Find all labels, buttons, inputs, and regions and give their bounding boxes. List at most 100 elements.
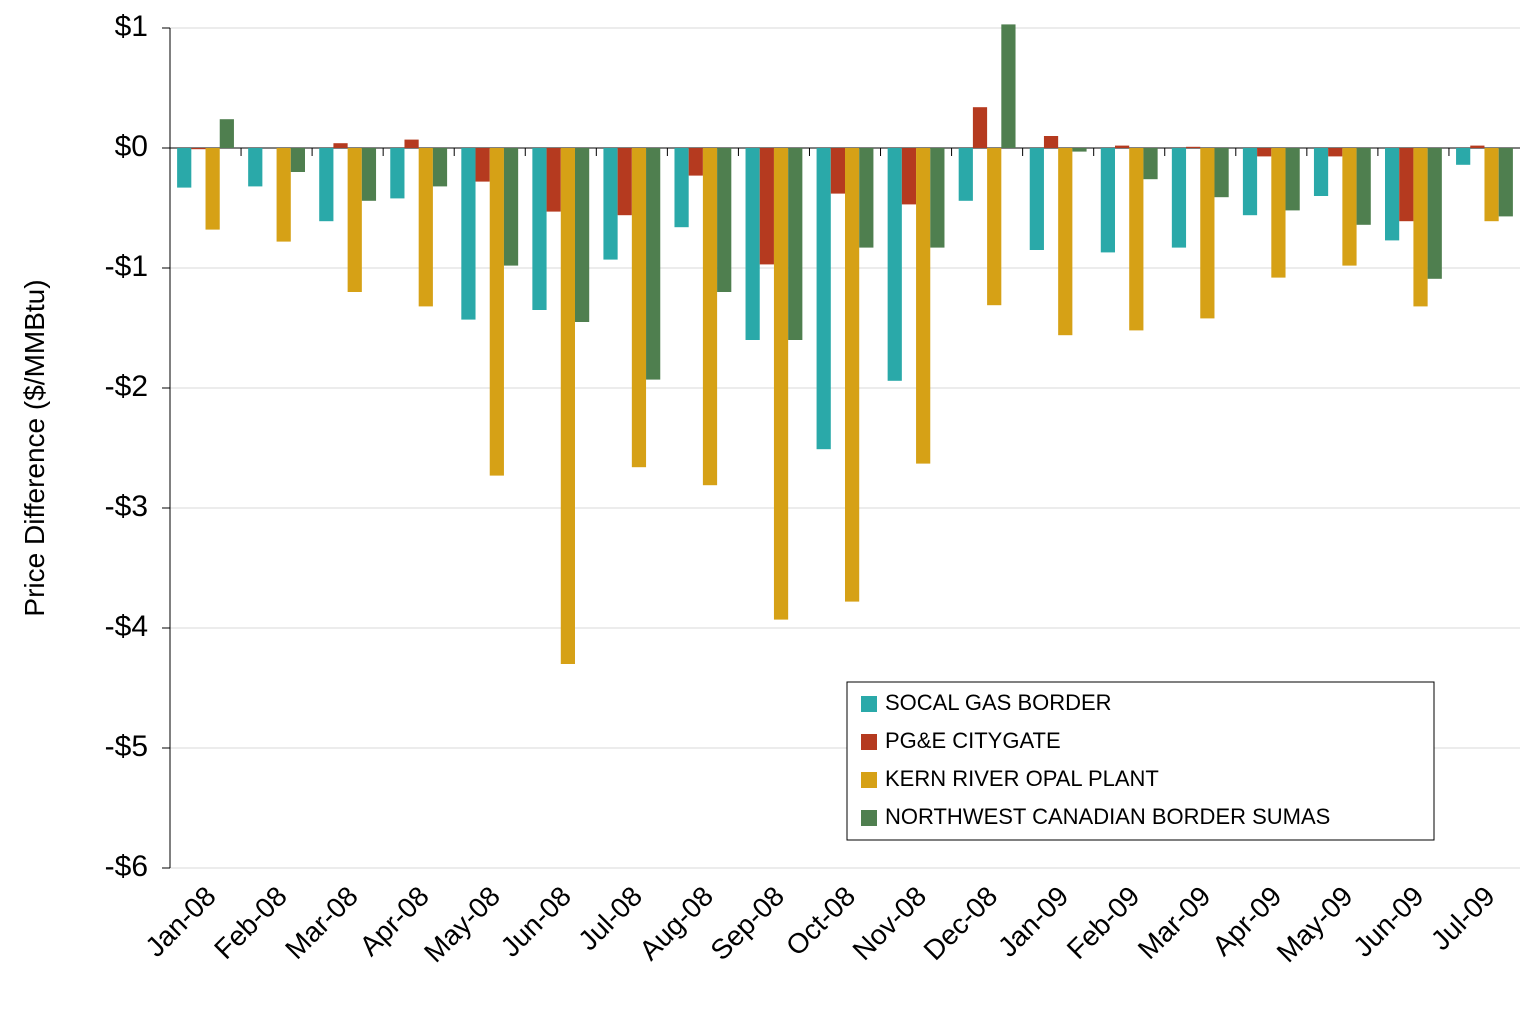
bar xyxy=(177,148,192,188)
bar xyxy=(1214,148,1229,198)
legend-label: SOCAL GAS BORDER xyxy=(885,690,1112,715)
bar xyxy=(845,148,860,602)
x-tick-label: Feb-09 xyxy=(1061,880,1146,965)
bar xyxy=(1328,148,1343,157)
bar xyxy=(816,148,831,450)
bar xyxy=(688,148,703,176)
bar xyxy=(1285,148,1300,211)
legend-label: KERN RIVER OPAL PLANT xyxy=(885,766,1159,791)
bar xyxy=(390,148,405,199)
bar xyxy=(404,139,419,148)
bar xyxy=(1115,145,1130,148)
x-tick-label: Aug-08 xyxy=(633,880,719,966)
bar xyxy=(617,148,632,216)
bar xyxy=(1427,148,1442,279)
bar xyxy=(248,148,263,187)
bar xyxy=(1313,148,1329,196)
legend-swatch xyxy=(861,772,877,788)
x-tick-label: Jun-08 xyxy=(495,880,577,962)
bar xyxy=(916,148,931,464)
bar xyxy=(1456,148,1471,165)
bar xyxy=(1171,148,1187,248)
bar xyxy=(1100,148,1115,253)
bar xyxy=(972,107,988,148)
bar xyxy=(319,148,334,222)
legend-swatch xyxy=(861,696,877,712)
bar xyxy=(987,148,1002,306)
bar xyxy=(702,148,718,486)
bar xyxy=(1257,148,1272,157)
bar xyxy=(475,148,490,182)
y-tick-label: -$6 xyxy=(105,850,148,883)
x-tick-label: Jul-09 xyxy=(1425,880,1501,956)
x-tick-label: Nov-08 xyxy=(847,880,933,966)
bar xyxy=(930,148,945,248)
y-tick-label: $1 xyxy=(115,10,148,43)
bar xyxy=(503,148,519,266)
bar xyxy=(788,148,803,340)
bar xyxy=(631,148,647,468)
bar xyxy=(290,148,305,172)
bar xyxy=(674,148,689,228)
bar xyxy=(461,148,476,320)
bar xyxy=(603,148,618,260)
bar xyxy=(432,148,448,187)
bar xyxy=(1200,148,1215,319)
bar xyxy=(1271,148,1286,278)
bar xyxy=(1470,145,1485,148)
bar xyxy=(646,148,661,380)
bar xyxy=(745,148,760,340)
x-tick-label: Jun-09 xyxy=(1347,880,1429,962)
bar xyxy=(1029,148,1044,250)
x-tick-label: Jan-09 xyxy=(992,880,1074,962)
bar xyxy=(1186,146,1201,148)
y-tick-label: -$5 xyxy=(105,730,148,763)
legend-label: PG&E CITYGATE xyxy=(885,728,1061,753)
bar xyxy=(887,148,902,381)
y-tick-label: -$1 xyxy=(105,250,148,283)
bar xyxy=(546,148,561,212)
x-tick-label: Oct-08 xyxy=(780,880,861,961)
y-tick-label: -$3 xyxy=(105,490,148,523)
bar xyxy=(560,148,575,664)
bar xyxy=(418,148,433,307)
bar xyxy=(1342,148,1357,266)
bar xyxy=(489,148,504,476)
legend-swatch xyxy=(861,734,877,750)
y-tick-label: -$4 xyxy=(105,610,148,643)
bar xyxy=(575,148,590,322)
bar xyxy=(219,119,234,148)
bar xyxy=(830,148,845,194)
bar xyxy=(1399,148,1414,222)
bar xyxy=(859,148,874,248)
bar xyxy=(1001,24,1016,148)
x-tick-label: Mar-08 xyxy=(279,880,364,965)
bar xyxy=(1385,148,1400,241)
x-tick-label: Mar-09 xyxy=(1132,880,1217,965)
legend-label: NORTHWEST CANADIAN BORDER SUMAS xyxy=(885,804,1330,829)
bar xyxy=(759,148,774,265)
bar xyxy=(717,148,732,292)
bar xyxy=(1129,148,1144,331)
bar xyxy=(205,148,220,230)
y-axis-title: Price Difference ($/MMBtu) xyxy=(19,279,50,616)
legend-swatch xyxy=(861,810,877,826)
bar xyxy=(347,148,362,292)
bar xyxy=(361,148,377,201)
bar xyxy=(532,148,547,310)
bar xyxy=(1413,148,1428,307)
x-tick-label: Sep-08 xyxy=(704,880,790,966)
x-tick-label: May-09 xyxy=(1271,880,1359,968)
bar xyxy=(773,148,789,620)
x-tick-label: May-08 xyxy=(418,880,506,968)
bar xyxy=(276,148,291,242)
x-tick-label: Dec-08 xyxy=(918,880,1004,966)
bar xyxy=(1072,148,1087,152)
bar xyxy=(1143,148,1158,180)
bar xyxy=(1058,148,1073,336)
bar xyxy=(1484,148,1499,222)
x-tick-label: Feb-08 xyxy=(208,880,293,965)
bar xyxy=(1043,136,1059,148)
legend-box xyxy=(846,681,1435,841)
